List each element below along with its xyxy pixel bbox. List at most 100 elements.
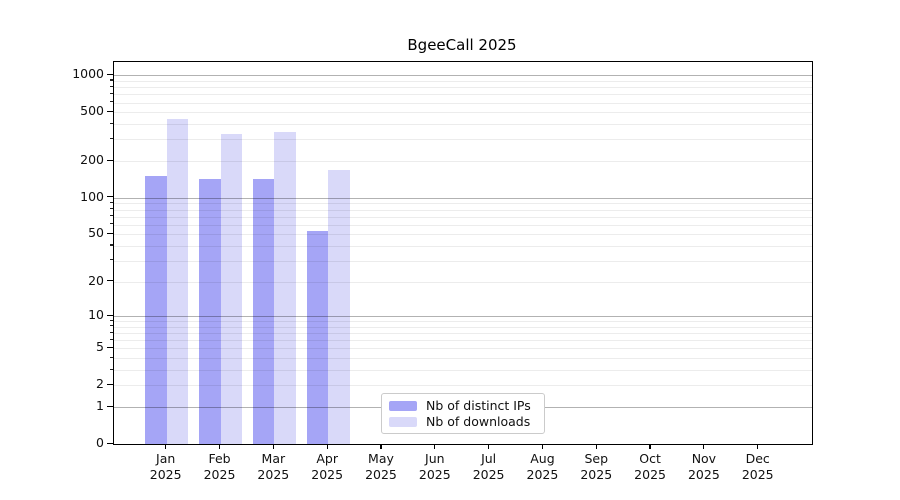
xtick-mark-jun <box>434 444 436 449</box>
xtick-month: Jun <box>425 451 445 466</box>
ytick-mark-50 <box>107 232 113 234</box>
ytick-mark-500 <box>107 110 113 112</box>
gridline-minor-2 <box>114 385 812 387</box>
xtick-year: 2025 <box>418 466 451 482</box>
bar-ips-jan <box>145 176 167 444</box>
ytick-mark-minor-4 <box>109 356 113 358</box>
bar-ips-apr <box>306 231 329 444</box>
ytick-mark-minor-8 <box>109 325 113 327</box>
ytick-mark-1000 <box>107 73 113 76</box>
ytick-mark-minor-30 <box>109 259 113 261</box>
xtick-label-aug: Aug 2025 <box>514 451 570 482</box>
xtick-year: 2025 <box>526 466 559 482</box>
legend-label-ips: Nb of distinct IPs <box>426 398 531 413</box>
bar-ips-mar <box>252 179 275 444</box>
ytick-mark-20 <box>107 280 113 282</box>
xtick-mark-oct <box>649 444 651 449</box>
gridline-minor-90 <box>114 203 812 205</box>
legend-swatch-ips <box>389 400 417 411</box>
ytick-mark-minor-80 <box>109 208 113 210</box>
ytick-label-500: 500 <box>80 103 104 119</box>
gridline-minor-50 <box>114 234 812 236</box>
ytick-label-5: 5 <box>96 339 104 355</box>
xtick-month: Sep <box>584 451 609 466</box>
gridline-minor-500 <box>114 112 812 114</box>
xtick-month: Mar <box>261 451 286 466</box>
legend-swatch-downloads <box>389 416 417 427</box>
xtick-month: Feb <box>208 451 231 466</box>
xtick-mark-dec <box>757 444 759 449</box>
ytick-label-0: 0 <box>96 435 104 450</box>
ytick-mark-2 <box>107 383 113 386</box>
xtick-mark-apr <box>326 444 328 449</box>
ytick-label-200: 200 <box>80 152 104 168</box>
gridline-minor-200 <box>114 161 812 163</box>
xtick-label-mar: Mar 2025 <box>245 451 301 482</box>
ytick-mark-10 <box>107 314 113 316</box>
xtick-mark-aug <box>541 444 544 449</box>
xtick-month: May <box>368 451 394 466</box>
xtick-mark-mar <box>272 444 274 449</box>
xtick-label-jun: Jun 2025 <box>407 451 463 482</box>
xtick-year: 2025 <box>687 466 720 482</box>
bar-downloads-feb <box>220 134 243 444</box>
gridline-minor-30 <box>114 260 812 262</box>
xtick-mark-nov <box>703 444 705 449</box>
xtick-mark-may <box>380 444 382 449</box>
ytick-mark-minor-6 <box>109 338 113 340</box>
gridline-major-10 <box>114 316 812 318</box>
ytick-mark-minor-700 <box>109 92 113 95</box>
ytick-mark-100 <box>107 196 113 198</box>
xtick-year: 2025 <box>472 466 505 482</box>
xtick-year: 2025 <box>149 466 182 482</box>
gridline-minor-20 <box>114 281 812 283</box>
xtick-mark-sep <box>595 444 597 449</box>
xtick-label-nov: Nov 2025 <box>676 451 732 482</box>
gridline-minor-3 <box>114 370 812 372</box>
gridline-minor-40 <box>114 245 812 247</box>
xtick-label-apr: Apr 2025 <box>299 451 355 482</box>
gridline-minor-9 <box>114 321 812 323</box>
xtick-year: 2025 <box>580 466 613 482</box>
xtick-label-may: May 2025 <box>353 451 409 482</box>
ytick-mark-0 <box>107 442 113 444</box>
ytick-mark-minor-800 <box>109 85 113 87</box>
xtick-month: Oct <box>639 451 661 466</box>
gridline-major-1000 <box>114 75 812 77</box>
xtick-label-sep: Sep 2025 <box>568 451 624 482</box>
xtick-month: Jan <box>156 451 176 466</box>
xtick-month: Aug <box>530 451 555 466</box>
xtick-label-jan: Jan 2025 <box>138 451 194 482</box>
gridline-minor-900 <box>114 80 812 82</box>
xtick-year: 2025 <box>257 466 290 482</box>
gridline-major-100 <box>114 197 812 199</box>
gridline-minor-6 <box>114 340 812 342</box>
legend: Nb of distinct IPs Nb of downloads <box>381 393 545 434</box>
legend-row-downloads: Nb of downloads <box>389 414 537 429</box>
legend-label-downloads: Nb of downloads <box>426 414 531 429</box>
ytick-mark-minor-900 <box>109 79 113 81</box>
gridline-minor-5 <box>114 348 812 350</box>
bar-downloads-jan <box>166 119 189 444</box>
gridline-minor-7 <box>114 333 812 335</box>
xtick-year: 2025 <box>365 466 397 482</box>
ytick-mark-200 <box>107 159 113 161</box>
gridline-minor-8 <box>114 326 812 328</box>
ytick-label-20: 20 <box>88 272 104 288</box>
bar-ips-feb <box>199 179 221 444</box>
xtick-year: 2025 <box>311 466 344 482</box>
gridline-minor-700 <box>114 94 812 96</box>
ytick-mark-minor-40 <box>109 244 113 246</box>
ytick-mark-minor-60 <box>109 223 113 225</box>
gridline-minor-60 <box>114 224 812 226</box>
ytick-mark-minor-400 <box>109 122 113 124</box>
xtick-year: 2025 <box>634 466 666 482</box>
chart-title: BgeeCall 2025 <box>407 36 517 54</box>
gridline-minor-300 <box>114 139 812 141</box>
ytick-mark-minor-300 <box>109 137 113 140</box>
gridline-minor-4 <box>114 358 812 360</box>
bar-downloads-apr <box>328 169 350 444</box>
ytick-mark-minor-70 <box>109 215 113 217</box>
ytick-mark-minor-7 <box>109 331 113 333</box>
